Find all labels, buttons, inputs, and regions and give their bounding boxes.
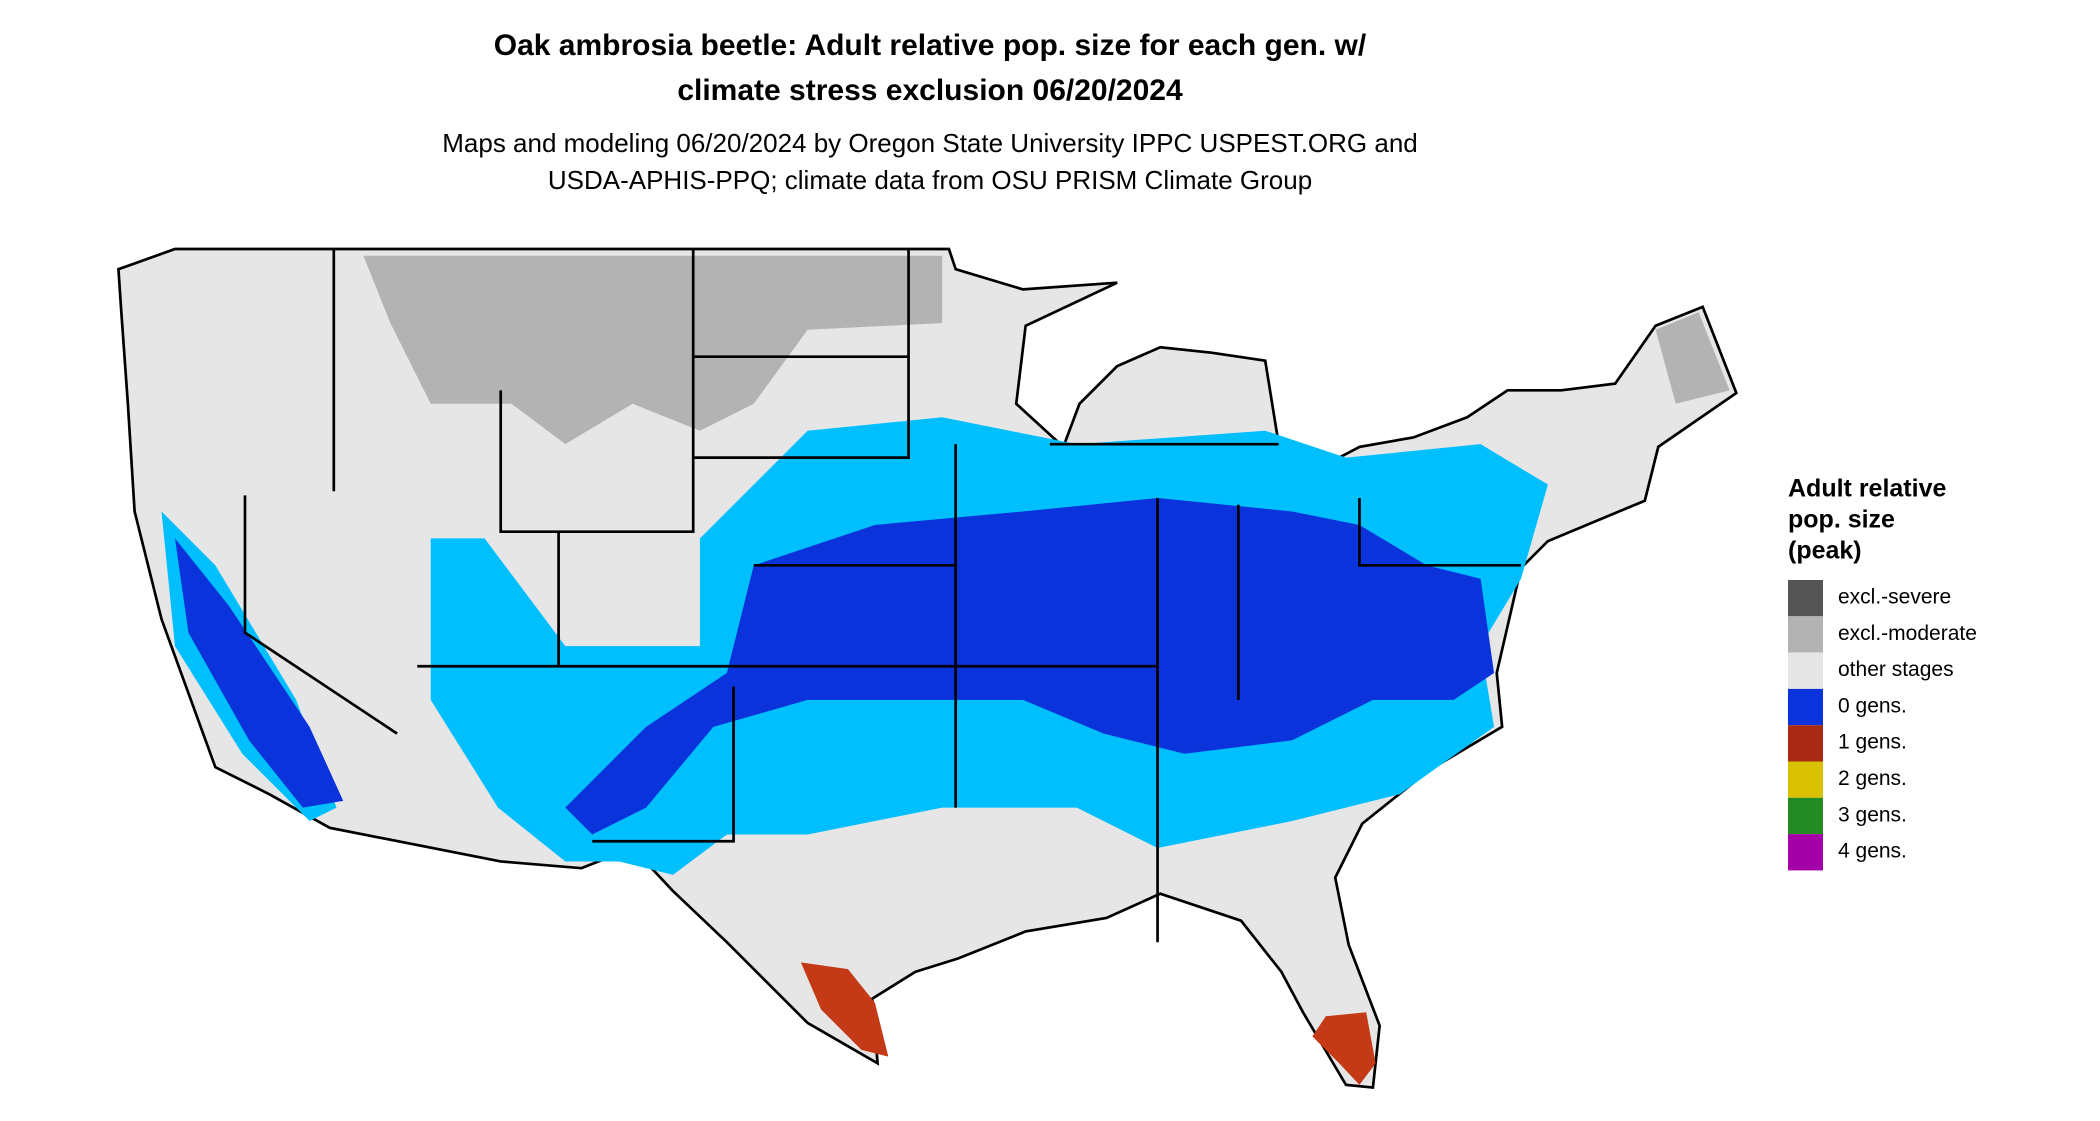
legend-label: excl.-severe xyxy=(1838,586,1951,609)
title-line: Oak ambrosia beetle: Adult relative pop.… xyxy=(494,29,1367,62)
legend-swatch xyxy=(1788,652,1823,689)
legend-swatch xyxy=(1788,725,1823,762)
legend-swatch xyxy=(1788,797,1823,835)
legend-label: 3 gens. xyxy=(1838,803,1907,826)
legend-label: excl.-moderate xyxy=(1838,622,1977,645)
legend-swatch xyxy=(1788,688,1823,726)
one-gen-florida xyxy=(1312,1012,1376,1085)
subtitle-line: USDA-APHIS-PPQ; climate data from OSU PR… xyxy=(548,165,1312,195)
title-line: climate stress exclusion 06/20/2024 xyxy=(677,74,1183,107)
legend-label: 2 gens. xyxy=(1838,767,1907,790)
legend-swatch xyxy=(1788,580,1823,617)
subtitle-line: Maps and modeling 06/20/2024 by Oregon S… xyxy=(442,128,1418,158)
legend-title: pop. size xyxy=(1788,506,1895,534)
legend-label: 1 gens. xyxy=(1838,731,1907,754)
us-map xyxy=(117,247,1738,1090)
legend-swatch xyxy=(1788,761,1823,798)
legend: Adult relative pop. size (peak) excl.-sever… xyxy=(1788,475,1977,871)
legend-label: 0 gens. xyxy=(1838,694,1907,717)
legend-label: other stages xyxy=(1838,658,1954,681)
legend-swatch xyxy=(1788,834,1823,871)
legend-swatch xyxy=(1788,616,1823,653)
legend-title: (peak) xyxy=(1788,537,1862,565)
exclusion-moderate xyxy=(363,255,1730,445)
legend-label: 4 gens. xyxy=(1838,840,1907,863)
one-gen-south-texas xyxy=(800,962,889,1057)
state-borders xyxy=(243,249,1521,943)
legend-title: Adult relative xyxy=(1788,475,1946,503)
